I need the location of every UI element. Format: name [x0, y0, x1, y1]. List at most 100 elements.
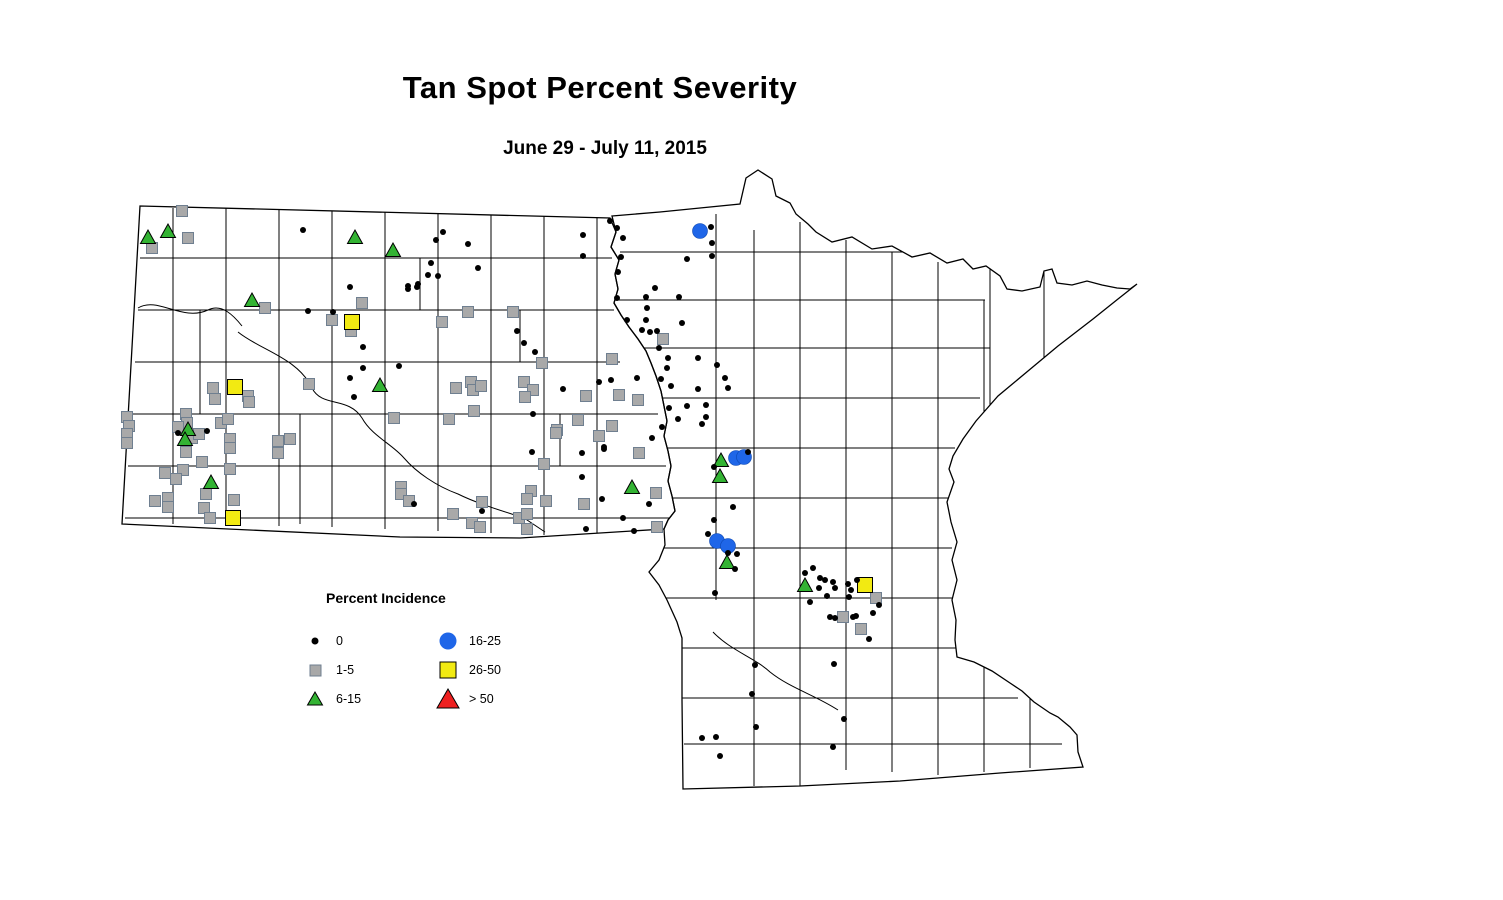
- map-marker-black-dot: [599, 496, 605, 502]
- map-marker-gray-square: [527, 384, 539, 396]
- map-marker-gray-square: [632, 394, 644, 406]
- map-marker-black-dot: [601, 446, 607, 452]
- map-marker-gray-square: [580, 390, 592, 402]
- map-marker-gray-square: [272, 435, 284, 447]
- map-marker-gray-square: [651, 521, 663, 533]
- map-marker-gray-square: [198, 502, 210, 514]
- map-marker-gray-square: [538, 458, 550, 470]
- map-marker-black-dot: [479, 508, 485, 514]
- map-marker-black-dot: [876, 602, 882, 608]
- map-marker-gray-square: [519, 391, 531, 403]
- map-marker-black-dot: [703, 414, 709, 420]
- map-marker-black-dot: [866, 636, 872, 642]
- map-marker-gray-square: [650, 487, 662, 499]
- map-marker-black-dot: [817, 575, 823, 581]
- map-marker-gray-square: [550, 427, 562, 439]
- blue-circle-icon: [433, 628, 463, 654]
- map-marker-black-dot: [846, 594, 852, 600]
- map-marker-black-dot: [832, 585, 838, 591]
- map-marker-black-dot: [360, 344, 366, 350]
- map-marker-black-dot: [647, 329, 653, 335]
- map-marker-gray-square: [228, 494, 240, 506]
- map-marker-black-dot: [351, 394, 357, 400]
- map-marker-gray-square: [855, 623, 867, 635]
- map-marker-black-dot: [745, 449, 751, 455]
- map-marker-black-dot: [827, 614, 833, 620]
- map-marker-black-dot: [521, 340, 527, 346]
- map-marker-black-dot: [717, 753, 723, 759]
- map-marker-gray-square: [180, 446, 192, 458]
- map-marker-black-dot: [659, 424, 665, 430]
- map-marker-gray-square: [540, 495, 552, 507]
- map-marker-black-dot: [347, 284, 353, 290]
- map-marker-gray-square: [507, 306, 519, 318]
- map-marker-gray-square: [403, 495, 415, 507]
- map-marker-black-dot: [204, 428, 210, 434]
- map-marker-green-triangle: [202, 473, 220, 489]
- map-marker-gray-square: [606, 420, 618, 432]
- legend: Percent Incidence 0 16-25 1-5: [300, 590, 550, 713]
- map-marker-black-dot: [634, 375, 640, 381]
- legend-item-label: 26-50: [469, 662, 501, 677]
- map-marker-black-dot: [658, 376, 664, 382]
- map-marker-green-triangle: [796, 576, 814, 592]
- map-marker-black-dot: [652, 285, 658, 291]
- map-marker-black-dot: [730, 504, 736, 510]
- map-marker-yellow-square: [227, 379, 243, 395]
- map-marker-black-dot: [615, 269, 621, 275]
- county-lines-west: [125, 208, 672, 537]
- map-marker-black-dot: [675, 416, 681, 422]
- map-marker-gray-square: [303, 378, 315, 390]
- minnesota-shape: [610, 169, 1138, 790]
- map-marker-black-dot: [300, 227, 306, 233]
- map-marker-black-dot: [614, 295, 620, 301]
- map-marker-gray-square: [204, 512, 216, 524]
- page-title: Tan Spot Percent Severity: [402, 70, 798, 105]
- map-marker-black-dot: [656, 345, 662, 351]
- legend-item-label: > 50: [469, 691, 494, 706]
- map-marker-black-dot: [618, 254, 624, 260]
- map-marker-black-dot: [734, 551, 740, 557]
- map-marker-black-dot: [631, 528, 637, 534]
- map-marker-black-dot: [854, 577, 860, 583]
- legend-item-label: 1-5: [336, 662, 355, 677]
- map-marker-black-dot: [607, 218, 613, 224]
- map-marker-black-dot: [664, 365, 670, 371]
- map-marker-black-dot: [620, 515, 626, 521]
- map-marker-blue-circle: [692, 223, 708, 239]
- map-marker-gray-square: [177, 464, 189, 476]
- map-marker-black-dot: [695, 355, 701, 361]
- gray-square-icon: [300, 657, 330, 683]
- county-lines-east: [614, 214, 1062, 786]
- map-marker-black-dot: [428, 260, 434, 266]
- map-marker-gray-square: [272, 447, 284, 459]
- map-marker-black-dot: [816, 585, 822, 591]
- map-marker-gray-square: [447, 508, 459, 520]
- map-marker-gray-square: [450, 382, 462, 394]
- map-marker-black-dot: [435, 273, 441, 279]
- map-marker-green-triangle: [139, 228, 157, 244]
- map-marker-black-dot: [614, 225, 620, 231]
- map-marker-black-dot: [620, 235, 626, 241]
- legend-item-1-5: 1-5: [300, 655, 433, 684]
- map-marker-black-dot: [608, 377, 614, 383]
- map-marker-gray-square: [475, 380, 487, 392]
- legend-item-label: 0: [336, 633, 343, 648]
- map-marker-gray-square: [162, 501, 174, 513]
- map-marker-gray-square: [521, 523, 533, 535]
- map-marker-green-triangle: [346, 228, 364, 244]
- map-marker-black-dot: [822, 577, 828, 583]
- map-marker-gray-square: [182, 232, 194, 244]
- map-marker-green-triangle: [718, 553, 736, 569]
- map-marker-black-dot: [725, 550, 731, 556]
- map-marker-black-dot: [440, 229, 446, 235]
- map-marker-gray-square: [222, 413, 234, 425]
- map-marker-black-dot: [711, 464, 717, 470]
- map-marker-gray-square: [474, 521, 486, 533]
- map-marker-black-dot: [703, 402, 709, 408]
- marker-layer: [121, 205, 882, 759]
- map-marker-gray-square: [578, 498, 590, 510]
- map-marker-black-dot: [396, 363, 402, 369]
- map-marker-black-dot: [713, 734, 719, 740]
